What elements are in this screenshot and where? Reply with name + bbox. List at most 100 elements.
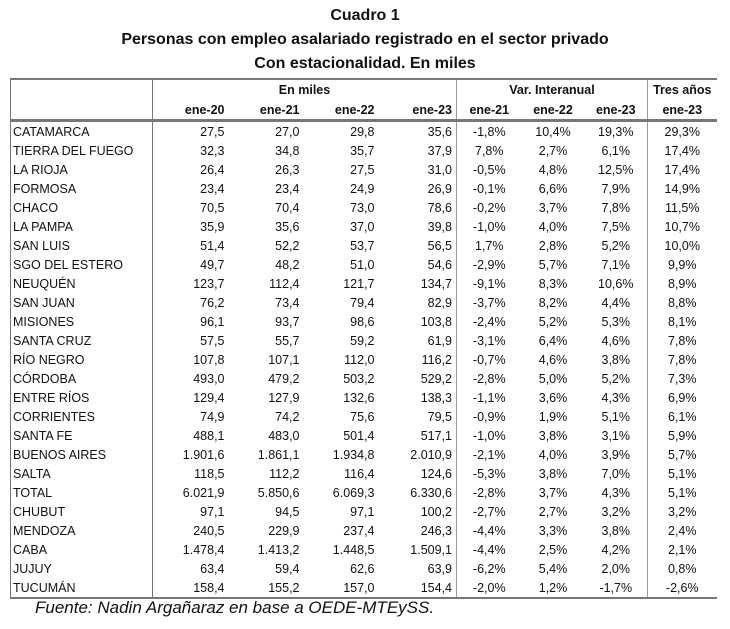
- employment-table: En miles Var. Interanual Tres años ene-2…: [10, 78, 717, 599]
- cell-value: 19,3%: [598, 124, 634, 139]
- cell-value: 12,5%: [598, 162, 634, 177]
- cell-value: 2,7%: [538, 504, 568, 519]
- cell-value: 6.021,9: [152, 483, 229, 502]
- table-row: TUCUMÁN 158,4 155,2 157,0 154,4 -2,0% 1,2% -1,7…: [10, 578, 717, 599]
- cell-value: 26,9: [427, 181, 452, 196]
- cell-value: 123,7: [152, 274, 229, 293]
- province-name: JUJUY: [10, 559, 153, 578]
- cell-value: -2,9%: [456, 255, 522, 274]
- cell-value: 27,5: [152, 120, 229, 141]
- province-name: RÍO NEGRO: [10, 350, 153, 369]
- cell-value: 116,4: [344, 466, 375, 481]
- cell-value: -2,0%: [456, 578, 522, 599]
- cell-value: 6,6%: [538, 181, 568, 196]
- table-row: MENDOZA 240,5 229,9 237,4 246,3 -4,4% 3,3% 3,8%…: [10, 521, 717, 540]
- cell-value: 112,4: [269, 276, 300, 291]
- cell-value: 6.330,6: [410, 485, 452, 500]
- table-row: FORMOSA 23,4 23,4 24,9 26,9 -0,1% 6,6% 7,9% 14,9…: [10, 179, 717, 198]
- cell-value: 74,9: [152, 407, 229, 426]
- cell-value: 5,4%: [538, 561, 568, 576]
- cell-value: 2,7%: [538, 143, 568, 158]
- cell-value: 1.901,6: [152, 445, 229, 464]
- cell-value: 1.448,5: [332, 542, 375, 557]
- cell-value: 1.509,1: [410, 542, 452, 557]
- table-row: BUENOS AIRES 1.901,6 1.861,1 1.934,8 2.010,9…: [10, 445, 717, 464]
- cell-value: 10,0%: [647, 236, 717, 255]
- group-header-tres: Tres años: [647, 78, 717, 100]
- province-name: CABA: [10, 540, 153, 559]
- cell-value: 70,5: [152, 198, 229, 217]
- cell-value: 3,8%: [601, 352, 631, 367]
- table-row: CHACO 70,5 70,4 73,0 78,6 -0,2% 3,7% 7,8% 11,5%: [10, 198, 717, 217]
- province-name: CATAMARCA: [10, 120, 153, 141]
- cell-value: 100,2: [420, 504, 452, 519]
- province-name: LA PAMPA: [10, 217, 153, 236]
- cell-value: 59,4: [275, 561, 300, 576]
- cell-value: 488,1: [152, 426, 229, 445]
- cell-value: 2.010,9: [410, 447, 452, 462]
- cell-value: 5,2%: [538, 314, 568, 329]
- cell-value: 24,9: [350, 181, 375, 196]
- cell-value: 49,7: [152, 255, 229, 274]
- cell-value: 63,9: [427, 561, 452, 576]
- cell-value: 246,3: [420, 523, 452, 538]
- cell-value: 29,8: [350, 124, 375, 139]
- cell-value: 5,7%: [647, 445, 717, 464]
- province-name: SALTA: [10, 464, 153, 483]
- cell-value: 5,0%: [538, 371, 568, 386]
- cell-value: 74,2: [275, 409, 300, 424]
- cell-value: -0,2%: [456, 198, 522, 217]
- cell-value: 3,1%: [601, 428, 631, 443]
- table-title: Cuadro 1: [330, 7, 400, 24]
- column-header: ene-21: [228, 100, 304, 122]
- cell-value: 10,6%: [598, 276, 634, 291]
- table-row: CATAMARCA 27,5 27,0 29,8 35,6 -1,8% 10,4% 19,3%…: [10, 120, 717, 141]
- cell-value: 98,6: [350, 314, 375, 329]
- cell-value: 70,4: [275, 200, 300, 215]
- cell-value: 155,2: [228, 578, 304, 599]
- source-footer: Fuente: Nadin Argañaraz en base a OEDE-M…: [35, 598, 435, 617]
- cell-value: 3,9%: [601, 447, 631, 462]
- cell-value: 6,1%: [601, 143, 631, 158]
- cell-value: 3,8%: [601, 523, 631, 538]
- cell-value: 27,0: [275, 124, 300, 139]
- cell-value: 37,9: [427, 143, 452, 158]
- province-name: LA RIOJA: [10, 160, 153, 179]
- cell-value: -0,7%: [456, 350, 522, 369]
- cell-value: 116,2: [421, 352, 452, 367]
- cell-value: 53,7: [350, 238, 375, 253]
- cell-value: 483,0: [268, 428, 300, 443]
- title-block: Cuadro 1 Personas con empleo asalariado …: [0, 4, 730, 76]
- cell-value: 96,1: [152, 312, 229, 331]
- cell-value: 11,5%: [647, 198, 717, 217]
- cell-value: 61,9: [427, 333, 452, 348]
- cell-value: 4,0%: [538, 219, 568, 234]
- cell-value: -4,4%: [456, 521, 522, 540]
- cell-value: 51,0: [350, 257, 375, 272]
- table-row: TOTAL 6.021,9 5.850,6 6.069,3 6.330,6 -2,8% 3,…: [10, 483, 717, 502]
- cell-value: 4,3%: [601, 390, 631, 405]
- cell-value: -2,8%: [456, 483, 522, 502]
- cell-value: 1.934,8: [332, 447, 375, 462]
- table-row: SGO DEL ESTERO 49,7 48,2 51,0 54,6 -2,9% 5,7% 7…: [10, 255, 717, 274]
- cell-value: 8,9%: [647, 274, 717, 293]
- province-name: TUCUMÁN: [10, 578, 153, 599]
- cell-value: 4,8%: [538, 162, 568, 177]
- table-row: LA PAMPA 35,9 35,6 37,0 39,8 -1,0% 4,0% 7,5% 10,…: [10, 217, 717, 236]
- province-name: TOTAL: [10, 483, 153, 502]
- cell-value: 138,3: [420, 390, 452, 405]
- cell-value: 3,7%: [538, 485, 568, 500]
- cell-value: 3,7%: [538, 200, 568, 215]
- table-row: SAN JUAN 76,2 73,4 79,4 82,9 -3,7% 8,2% 4,4% 8,8…: [10, 293, 717, 312]
- cell-value: 154,4: [378, 578, 457, 599]
- cell-value: -1,0%: [456, 426, 522, 445]
- cell-value: 23,4: [152, 179, 229, 198]
- cell-value: 157,0: [303, 578, 379, 599]
- cell-value: 29,3%: [647, 120, 717, 141]
- cell-value: 7,8%: [601, 200, 631, 215]
- column-header: ene-20: [152, 100, 229, 122]
- cell-value: 5,7%: [538, 257, 568, 272]
- cell-value: 78,6: [427, 200, 452, 215]
- cell-value: 51,4: [152, 236, 229, 255]
- cell-value: -3,1%: [456, 331, 522, 350]
